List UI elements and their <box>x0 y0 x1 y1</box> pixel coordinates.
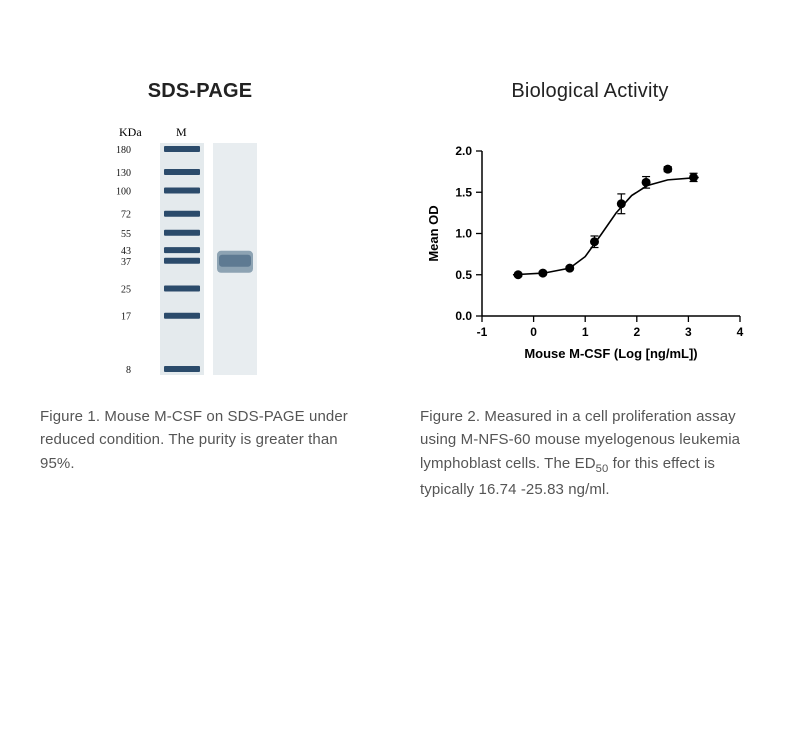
figure-1-title: SDS-PAGE <box>40 80 360 103</box>
svg-text:0.5: 0.5 <box>455 268 472 282</box>
figure-row: SDS-PAGE KDaM1801301007255433725178 Figu… <box>40 80 760 501</box>
figure-1-image: KDa M 180 130 100 72 55 4337 25 17 8 <box>40 121 360 381</box>
svg-text:100: 100 <box>116 187 131 198</box>
svg-text:8: 8 <box>126 365 131 376</box>
svg-text:Mouse M-CSF (Log [ng/mL]): Mouse M-CSF (Log [ng/mL]) <box>524 346 697 361</box>
svg-text:KDa: KDa <box>119 125 142 139</box>
svg-text:130: 130 <box>116 168 131 179</box>
figure-2-image: -1 0 1 2 3 4 0.0 0.5 1.0 1.5 2.0 Mouse M-CSF (Log [… <box>420 121 760 381</box>
svg-text:25: 25 <box>121 284 131 295</box>
svg-text:17: 17 <box>121 312 131 323</box>
svg-text:1: 1 <box>582 325 589 339</box>
activity-chart: -1 0 1 2 3 4 0.0 0.5 1.0 1.5 2.0 Mouse M-CSF (Log [… <box>420 136 760 366</box>
figure-1-column: SDS-PAGE KDa M 180 130 100 72 55 4337 25 17 8 Figu… <box>40 80 360 501</box>
svg-text:72: 72 <box>121 210 131 221</box>
figure-2-title: Biological Activity <box>420 80 760 103</box>
svg-text:-1: -1 <box>477 325 488 339</box>
figure-1-caption: Figure 1. Mouse M-CSF on SDS-PAGE under … <box>40 405 360 475</box>
figure-2-caption-sub: 50 <box>596 463 609 475</box>
svg-text:37: 37 <box>121 257 131 268</box>
svg-text:55: 55 <box>121 229 131 240</box>
svg-text:0.0: 0.0 <box>455 309 472 323</box>
svg-text:0: 0 <box>530 325 537 339</box>
svg-text:180: 180 <box>116 145 131 156</box>
figure-2-caption: Figure 2. Measured in a cell proliferati… <box>420 405 760 501</box>
svg-text:2: 2 <box>633 325 640 339</box>
svg-text:1.0: 1.0 <box>455 227 472 241</box>
svg-text:M: M <box>176 125 187 139</box>
figure-2-column: Biological Activity -1 0 1 2 3 4 0.0 0.5 1.0 1.5 2… <box>420 80 760 501</box>
svg-text:43: 43 <box>121 246 131 257</box>
svg-text:1.5: 1.5 <box>455 185 472 199</box>
svg-text:Mean OD: Mean OD <box>426 205 441 261</box>
sds-page-gel: KDa M 180 130 100 72 55 4337 25 17 8 <box>105 121 295 381</box>
svg-text:2.0: 2.0 <box>455 144 472 158</box>
svg-text:3: 3 <box>685 325 692 339</box>
svg-text:4: 4 <box>737 325 744 339</box>
